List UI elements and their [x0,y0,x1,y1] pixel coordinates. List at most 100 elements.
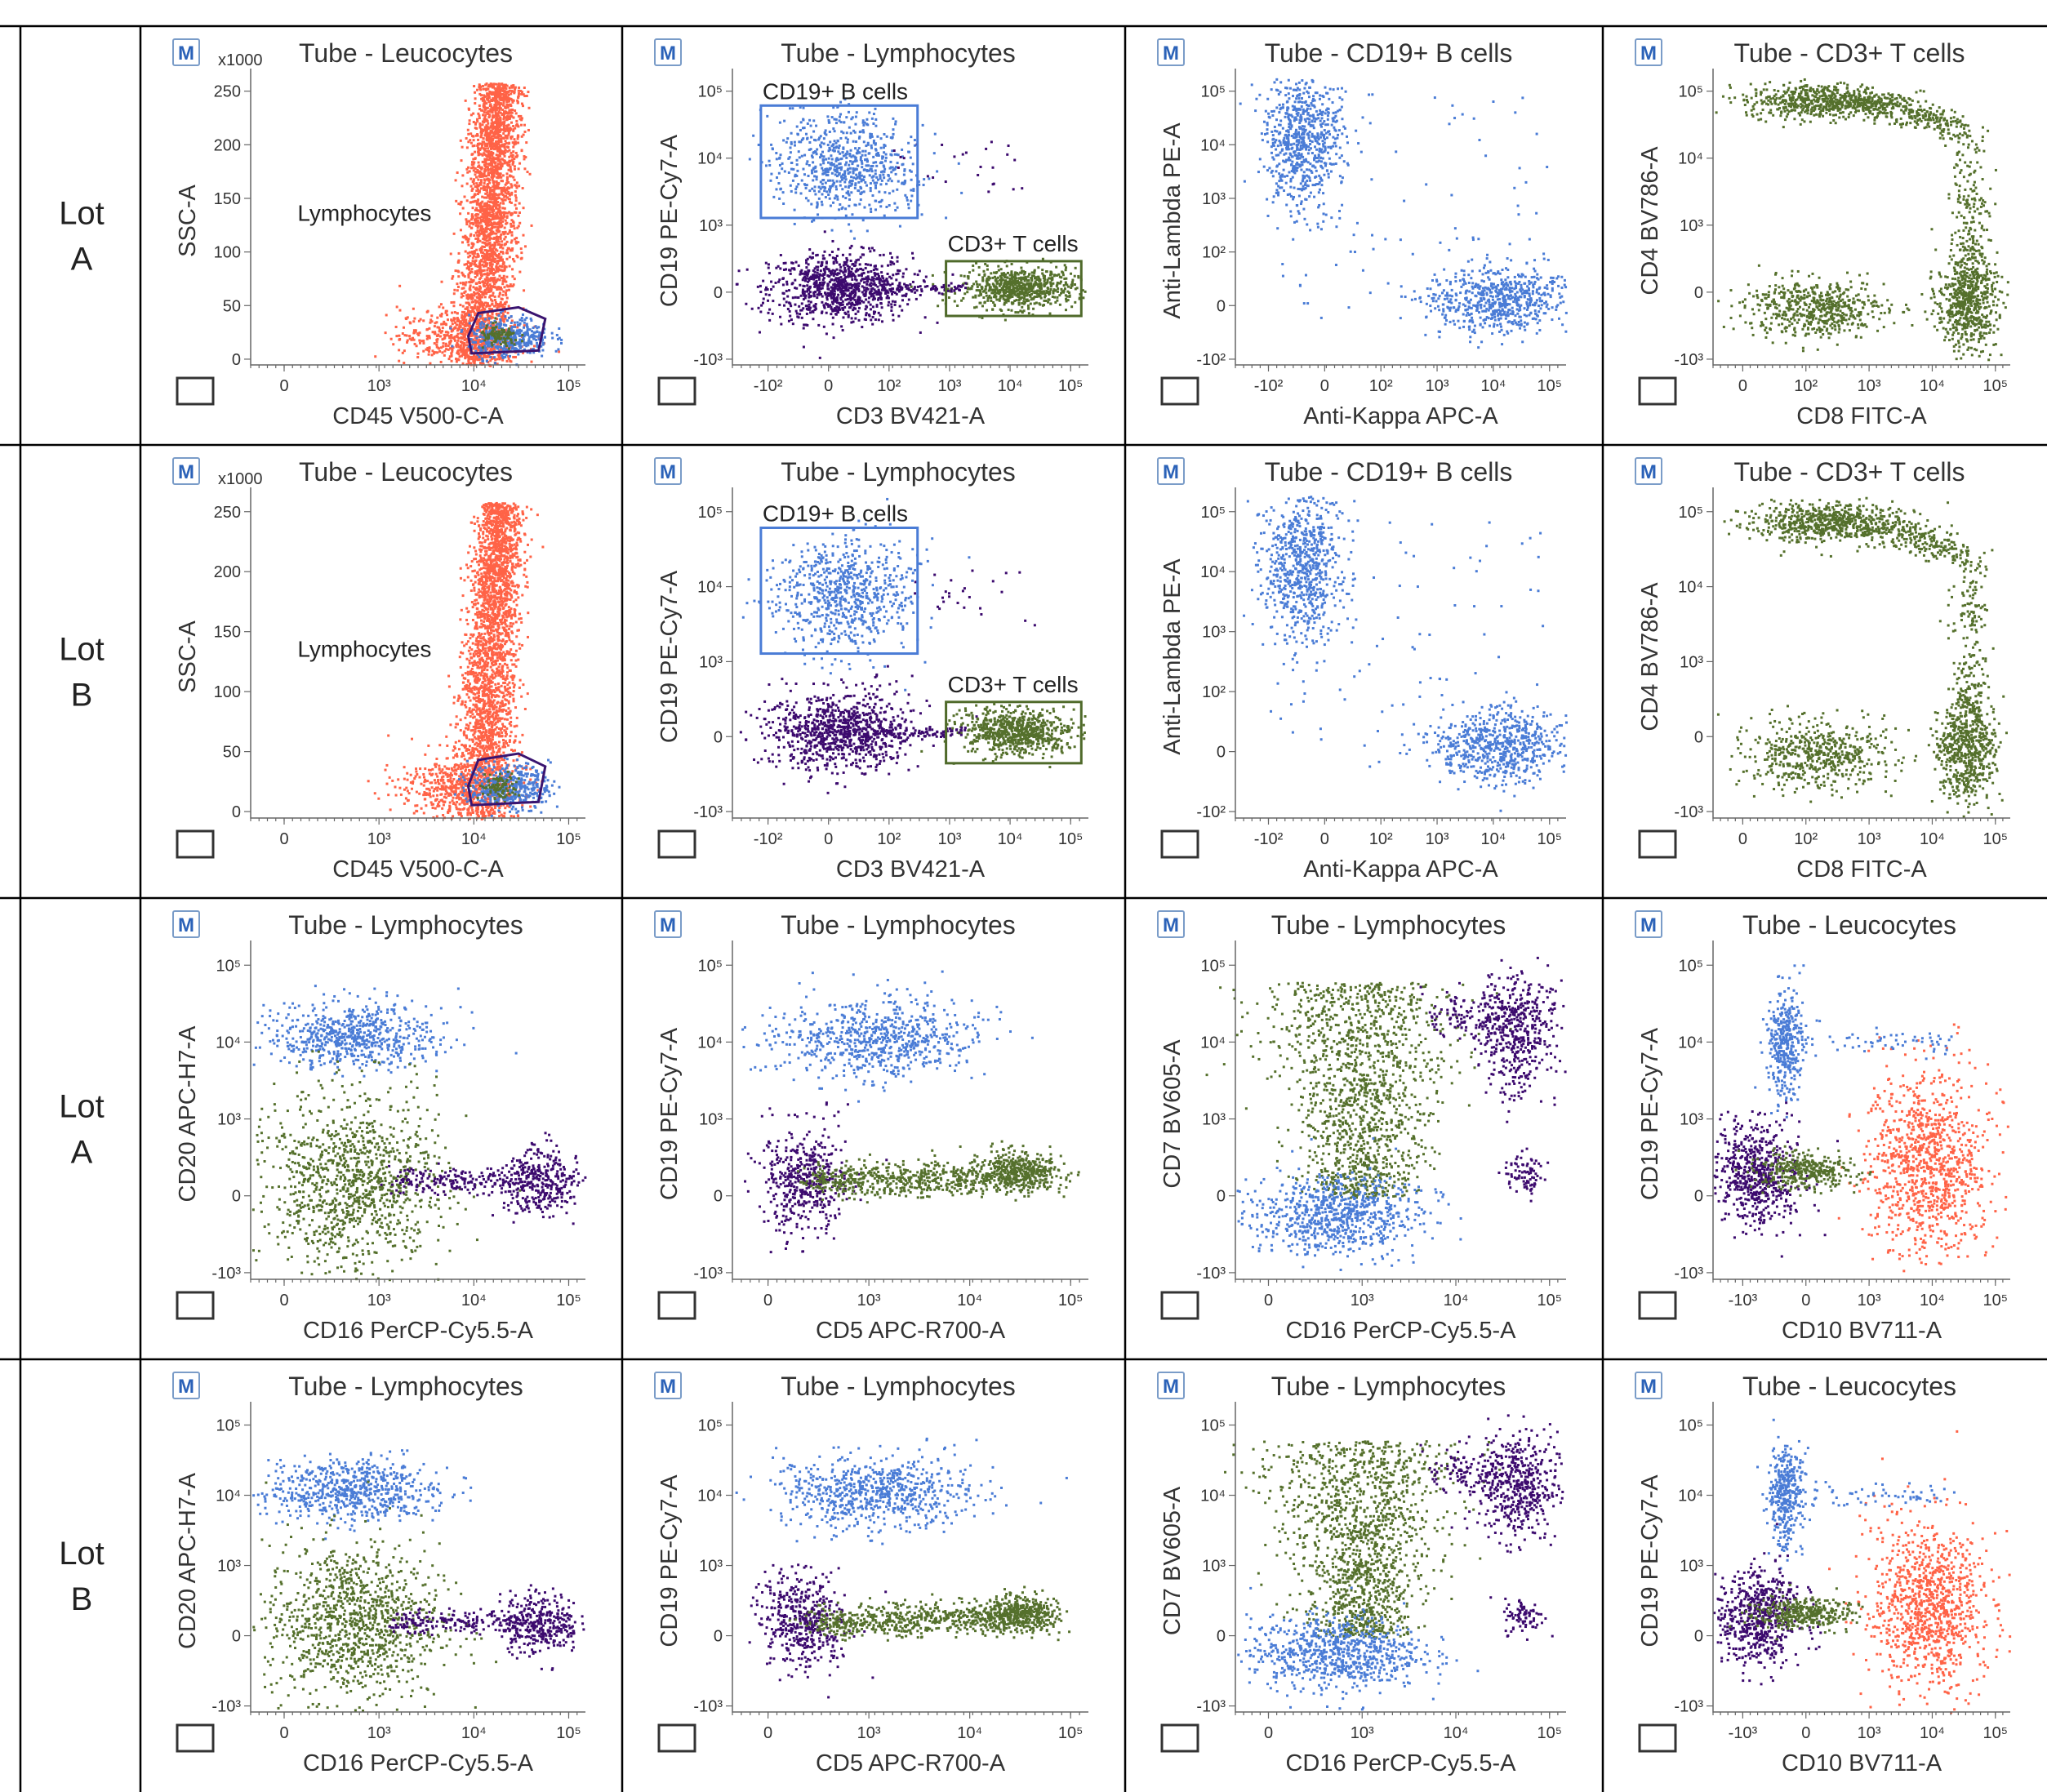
data-point [483,291,486,293]
data-point [492,198,495,200]
data-point [486,264,488,266]
data-point [461,322,464,324]
data-point [499,90,501,92]
data-point [523,87,526,89]
data-point [483,216,485,218]
data-point [454,340,456,342]
data-point [495,207,497,210]
data-point [514,168,516,171]
data-point [505,236,507,238]
data-point [495,202,497,204]
data-point [513,138,515,140]
data-point [505,198,507,201]
data-point [469,304,471,306]
data-point [487,107,489,109]
data-point [496,87,498,90]
data-point [521,149,523,152]
data-point [476,241,478,243]
data-point [503,238,505,240]
data-point [456,289,459,291]
data-point [433,353,435,355]
data-point [385,313,388,316]
data-point [469,281,471,283]
data-point [501,282,504,285]
data-point [456,340,459,342]
data-point [478,171,481,173]
data-point [513,158,515,160]
data-point [485,96,487,98]
data-point [485,249,487,251]
data-point [507,104,510,106]
data-point [453,233,456,235]
data-point [501,122,503,125]
data-point [523,324,526,327]
data-point [501,251,504,253]
data-point [425,328,428,331]
data-point [508,169,510,171]
data-point [505,193,508,195]
data-point [456,342,458,345]
data-point [478,240,481,242]
data-point [456,282,458,285]
data-point [457,349,460,352]
data-point [456,361,458,363]
data-point [440,331,443,334]
data-point [461,174,464,176]
data-point [478,117,481,119]
data-point [511,275,514,278]
data-point [495,187,497,189]
data-point [487,172,490,175]
data-point [488,224,491,226]
data-point [445,323,447,326]
data-point [484,119,487,122]
data-point [499,145,501,147]
data-point [436,326,438,328]
data-point [514,356,517,358]
data-point [484,278,487,281]
data-point [472,359,474,362]
data-point [471,306,474,309]
data-point [465,100,467,102]
data-point [480,167,483,169]
data-point [483,189,485,191]
data-point [500,238,502,240]
data-point [492,176,494,179]
data-point [510,186,513,189]
data-point [508,247,510,250]
data-point [480,181,483,184]
data-point [512,150,514,153]
data-point [495,83,497,86]
data-point [486,197,488,199]
data-point [477,139,479,141]
data-point [471,242,474,245]
data-point [469,318,471,320]
data-point [477,213,479,216]
data-point [473,291,475,294]
data-point [496,180,498,183]
data-point [493,253,496,256]
data-point [459,304,461,306]
data-point [505,91,507,93]
data-point [403,327,405,329]
data-point [517,141,519,144]
data-point [453,301,456,304]
data-point [483,175,486,177]
data-point [491,277,493,279]
data-point [470,113,473,116]
m-badge-icon[interactable]: M [173,39,199,65]
data-point [501,150,503,153]
data-point [474,299,477,301]
data-point [440,361,443,363]
data-point [473,183,475,185]
data-point [488,96,491,99]
data-point [497,354,500,357]
data-point [482,88,484,91]
data-point [510,112,512,114]
lot-label-line1: Lot [59,196,105,232]
data-point [499,303,501,305]
data-point [528,107,531,109]
data-point [485,302,487,305]
data-point [436,340,438,343]
data-point [505,140,507,142]
